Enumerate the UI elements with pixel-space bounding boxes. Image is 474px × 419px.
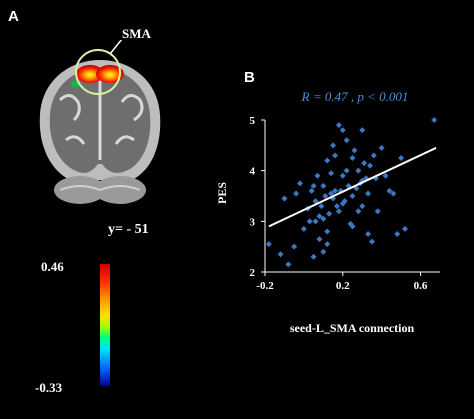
data-point: [382, 172, 389, 179]
data-point: [310, 182, 317, 189]
data-point: [316, 236, 323, 243]
data-point: [320, 215, 327, 222]
data-point: [324, 241, 331, 248]
data-point: [326, 210, 333, 217]
data-point: [314, 172, 321, 179]
data-point: [361, 160, 368, 167]
data-point: [335, 122, 342, 129]
data-point: [343, 137, 350, 144]
data-point: [386, 187, 393, 194]
x-axis-label: seed-L_SMA connection: [290, 321, 415, 335]
slice-coordinate-label: y= - 51: [108, 222, 149, 237]
brain-slice-image: [39, 40, 161, 204]
data-point: [367, 162, 373, 169]
panel-a-label: A: [8, 8, 19, 25]
colorbar-min-label: -0.33: [35, 380, 63, 395]
data-point: [320, 248, 327, 255]
data-point: [300, 225, 307, 232]
data-point: [368, 238, 375, 245]
data-point: [332, 187, 338, 194]
data-point: [339, 200, 346, 207]
data-point: [318, 203, 325, 210]
data-point: [359, 203, 366, 210]
data-point: [402, 225, 408, 232]
data-point: [265, 241, 272, 248]
data-point: [328, 170, 335, 177]
x-tick-label: 0.2: [336, 280, 350, 292]
data-point: [390, 190, 397, 197]
data-point: [285, 261, 292, 268]
data-point: [312, 218, 319, 225]
data-point: [324, 228, 331, 235]
data-point: [308, 187, 315, 194]
data-point: [293, 190, 300, 197]
data-point: [306, 218, 313, 225]
data-point: [320, 182, 327, 189]
data-point: [365, 190, 372, 197]
data-point: [333, 203, 340, 210]
data-point: [316, 213, 323, 220]
data-point: [359, 127, 366, 134]
data-point: [281, 195, 288, 202]
data-point: [339, 127, 346, 134]
data-point: [332, 152, 338, 159]
y-axis-label: PES: [215, 182, 229, 204]
colorbar: [100, 264, 110, 386]
data-point: [312, 198, 319, 205]
sma-region-label: SMA: [122, 26, 151, 41]
data-point: [349, 193, 356, 199]
data-point: [355, 208, 362, 215]
data-point: [343, 167, 350, 174]
data-point: [374, 208, 381, 215]
colorbar-max-label: 0.46: [41, 259, 64, 274]
data-point: [339, 172, 346, 179]
y-tick-label: 2: [250, 267, 256, 279]
chart-axes: 2 3 4 5 -0.2 0.2 0.6: [250, 115, 440, 292]
data-point: [370, 152, 377, 159]
panel-b-label: B: [244, 69, 255, 86]
x-tick-label: 0.6: [414, 280, 428, 292]
data-point: [349, 155, 356, 161]
data-point: [291, 243, 298, 250]
data-point: [324, 157, 331, 164]
data-point: [310, 253, 317, 260]
data-point: [394, 231, 401, 237]
y-tick-label: 4: [250, 166, 256, 178]
data-point: [328, 190, 335, 197]
regression-line: [268, 146, 437, 228]
data-point: [322, 193, 329, 199]
scatter-points: [265, 117, 438, 268]
data-point: [431, 117, 438, 123]
data-point: [355, 167, 362, 174]
data-point: [349, 223, 356, 230]
y-tick-label: 5: [250, 115, 256, 127]
data-point: [351, 147, 358, 154]
y-tick-label: 3: [250, 216, 256, 228]
data-point: [297, 180, 303, 187]
data-point: [365, 231, 372, 237]
data-point: [335, 208, 342, 215]
data-point: [378, 144, 385, 151]
x-tick-label: -0.2: [256, 280, 274, 292]
data-point: [330, 142, 337, 149]
chart-annotation: R = 0.47 , p < 0.001: [301, 89, 409, 104]
data-point: [398, 155, 405, 161]
data-point: [277, 251, 284, 258]
